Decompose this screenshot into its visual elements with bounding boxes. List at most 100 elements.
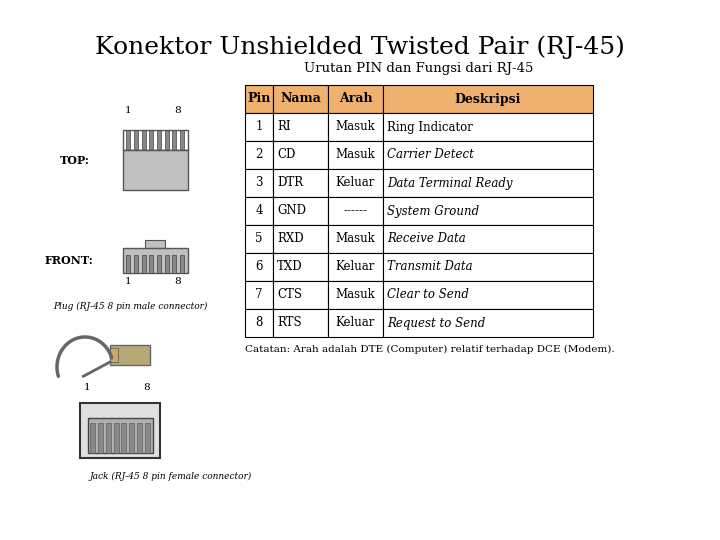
- Text: Request to Send: Request to Send: [387, 316, 485, 329]
- Text: TOP:: TOP:: [60, 154, 90, 165]
- Bar: [122, 423, 127, 453]
- Text: 1: 1: [84, 383, 90, 392]
- Bar: [157, 255, 161, 273]
- Bar: [328, 85, 383, 113]
- Bar: [142, 130, 145, 150]
- Bar: [88, 417, 153, 453]
- Bar: [145, 240, 165, 248]
- Text: 5: 5: [256, 233, 263, 246]
- Text: 6: 6: [256, 260, 263, 273]
- Text: 1: 1: [125, 276, 131, 286]
- Bar: [245, 281, 273, 309]
- Bar: [245, 225, 273, 253]
- Text: Transmit Data: Transmit Data: [387, 260, 472, 273]
- Bar: [122, 247, 187, 273]
- Bar: [180, 130, 184, 150]
- Bar: [383, 85, 593, 113]
- Text: Masuk: Masuk: [336, 148, 375, 161]
- Bar: [172, 255, 176, 273]
- Text: FRONT:: FRONT:: [45, 254, 94, 266]
- Bar: [273, 169, 328, 197]
- Text: 2: 2: [256, 148, 263, 161]
- Bar: [122, 150, 187, 190]
- Text: Carrier Detect: Carrier Detect: [387, 148, 474, 161]
- Text: Urutan PIN dan Fungsi dari RJ-45: Urutan PIN dan Fungsi dari RJ-45: [305, 62, 534, 75]
- Bar: [328, 197, 383, 225]
- Bar: [145, 423, 150, 453]
- Bar: [149, 130, 153, 150]
- Text: Receive Data: Receive Data: [387, 233, 466, 246]
- Bar: [328, 169, 383, 197]
- Bar: [129, 423, 134, 453]
- Bar: [110, 345, 150, 365]
- Text: Deskripsi: Deskripsi: [455, 92, 521, 105]
- Text: 7: 7: [256, 288, 263, 301]
- Text: 4: 4: [256, 205, 263, 218]
- Text: 8: 8: [175, 106, 181, 115]
- Bar: [180, 255, 184, 273]
- Text: 8: 8: [144, 383, 150, 392]
- Text: Pin: Pin: [247, 92, 271, 105]
- Text: CD: CD: [277, 148, 295, 161]
- Bar: [273, 141, 328, 169]
- Bar: [80, 402, 160, 457]
- Bar: [328, 113, 383, 141]
- Text: Clear to Send: Clear to Send: [387, 288, 469, 301]
- Text: RI: RI: [277, 120, 291, 133]
- Bar: [110, 348, 118, 362]
- Bar: [383, 225, 593, 253]
- Text: Konektor Unshielded Twisted Pair (RJ-45): Konektor Unshielded Twisted Pair (RJ-45): [95, 35, 625, 58]
- Bar: [383, 309, 593, 337]
- Text: ------: ------: [343, 205, 367, 218]
- Bar: [273, 197, 328, 225]
- Text: DTR: DTR: [277, 177, 303, 190]
- Bar: [383, 281, 593, 309]
- Text: 1: 1: [256, 120, 263, 133]
- Bar: [126, 255, 130, 273]
- Text: Keluar: Keluar: [336, 316, 375, 329]
- Bar: [245, 141, 273, 169]
- Text: TXD: TXD: [277, 260, 302, 273]
- Text: Masuk: Masuk: [336, 233, 375, 246]
- Bar: [90, 423, 95, 453]
- Bar: [172, 130, 176, 150]
- Bar: [328, 141, 383, 169]
- Text: Data Terminal Ready: Data Terminal Ready: [387, 177, 513, 190]
- Bar: [157, 130, 161, 150]
- Bar: [383, 197, 593, 225]
- Bar: [245, 85, 273, 113]
- Text: 8: 8: [256, 316, 263, 329]
- Bar: [273, 253, 328, 281]
- Bar: [114, 423, 119, 453]
- Bar: [328, 281, 383, 309]
- Text: 1: 1: [125, 106, 131, 115]
- Bar: [328, 309, 383, 337]
- Bar: [245, 197, 273, 225]
- Bar: [383, 169, 593, 197]
- Text: Keluar: Keluar: [336, 177, 375, 190]
- Text: CTS: CTS: [277, 288, 302, 301]
- Text: Nama: Nama: [280, 92, 321, 105]
- Text: System Ground: System Ground: [387, 205, 479, 218]
- Bar: [245, 253, 273, 281]
- Bar: [106, 423, 111, 453]
- Text: GND: GND: [277, 205, 306, 218]
- Text: Keluar: Keluar: [336, 260, 375, 273]
- Text: Plug (RJ-45 8 pin male connector): Plug (RJ-45 8 pin male connector): [53, 302, 207, 311]
- Text: 8: 8: [175, 276, 181, 286]
- Bar: [98, 423, 103, 453]
- Bar: [122, 130, 187, 150]
- Bar: [245, 309, 273, 337]
- Bar: [273, 281, 328, 309]
- Text: Masuk: Masuk: [336, 120, 375, 133]
- Text: RTS: RTS: [277, 316, 302, 329]
- Text: Catatan: Arah adalah DTE (Computer) relatif terhadap DCE (Modem).: Catatan: Arah adalah DTE (Computer) rela…: [245, 345, 615, 354]
- Bar: [245, 169, 273, 197]
- Text: Jack (RJ-45 8 pin female connector): Jack (RJ-45 8 pin female connector): [90, 472, 252, 481]
- Bar: [328, 253, 383, 281]
- Bar: [273, 225, 328, 253]
- Bar: [273, 309, 328, 337]
- Text: Ring Indicator: Ring Indicator: [387, 120, 473, 133]
- Bar: [383, 253, 593, 281]
- Text: RXD: RXD: [277, 233, 304, 246]
